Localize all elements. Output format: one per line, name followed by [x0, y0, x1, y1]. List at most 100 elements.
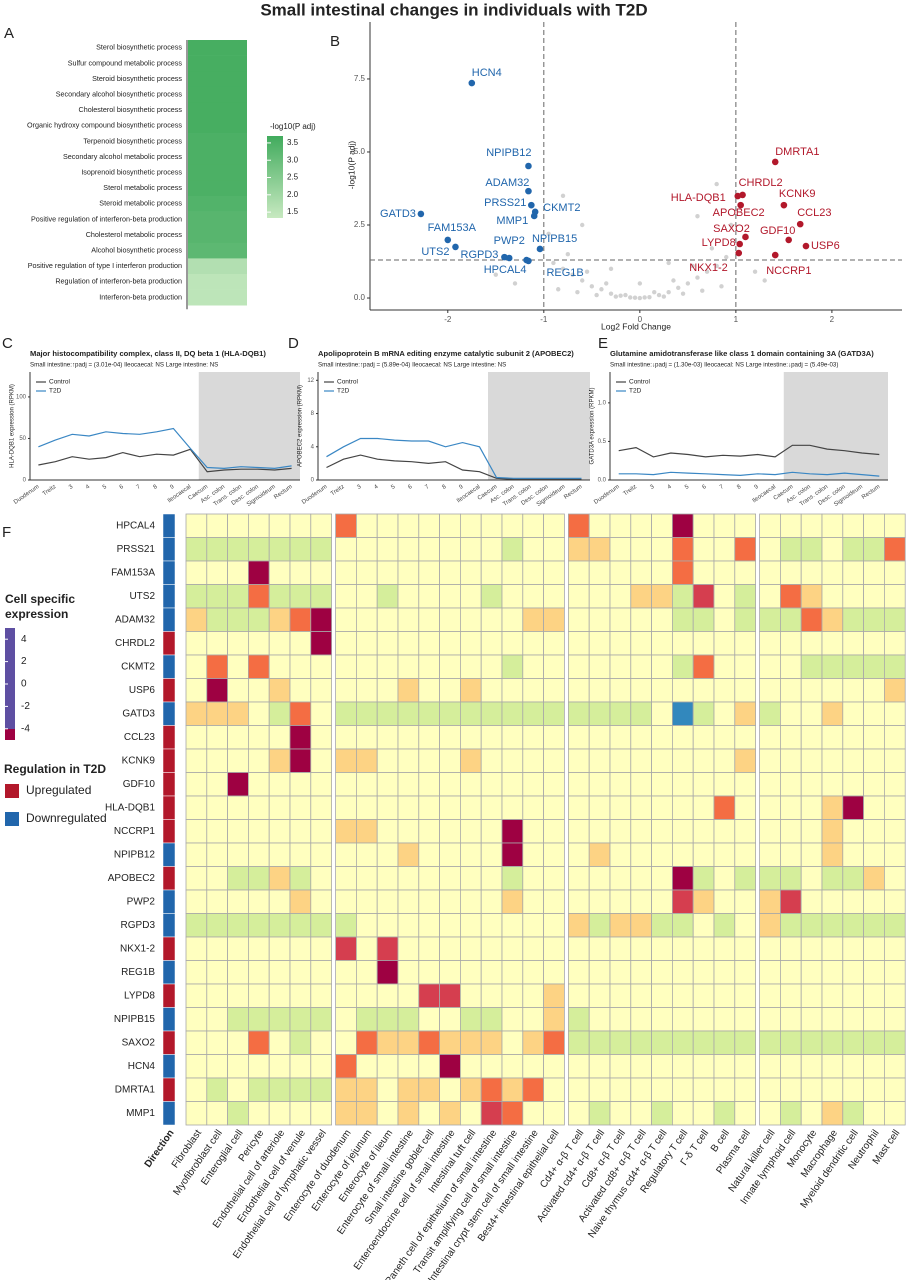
heatmap-cell	[376, 795, 399, 820]
heatmap-cell	[630, 631, 652, 656]
y-axis-label: HLA-DQB1 expression (RPKM)	[10, 384, 16, 468]
heatmap-cell	[289, 701, 312, 726]
heatmap-cell	[692, 748, 715, 773]
category-label: Organic hydroxy compound biosynthetic pr…	[27, 121, 182, 130]
heatmap-cell	[439, 913, 461, 938]
heatmap-cell	[713, 842, 736, 867]
heatmap-cell	[692, 772, 715, 797]
direction-cell	[162, 560, 176, 585]
heatmap-cell	[692, 866, 715, 891]
heatmap-cell	[800, 913, 823, 938]
background-point	[709, 246, 715, 251]
background-point	[700, 288, 705, 293]
heatmap-cell	[884, 795, 906, 820]
background-point	[666, 289, 671, 295]
heatmap-cell	[842, 960, 864, 985]
heatmap-cell	[884, 842, 906, 867]
heatmap-cell	[335, 772, 357, 797]
heatmap-cell	[734, 654, 756, 679]
heatmap-cell	[227, 513, 249, 538]
heatmap-cell	[713, 1030, 736, 1055]
heatmap-cell	[842, 631, 864, 656]
x-tick-label: 3	[68, 484, 75, 491]
heatmap-cell	[842, 1101, 864, 1126]
heatmap-cell	[780, 725, 802, 750]
heatmap-cell	[247, 631, 270, 656]
heatmap-cell	[439, 701, 461, 726]
heatmap-cell	[376, 607, 399, 632]
heatmap-cell	[713, 513, 736, 538]
heatmap-cell	[206, 795, 229, 820]
heatmap-cell	[734, 842, 756, 867]
heatmap-cell	[609, 631, 632, 656]
heatmap-cell	[609, 678, 632, 703]
heatmap-cell	[588, 772, 611, 797]
heatmap-cell	[522, 1054, 544, 1079]
heatmap-cell	[439, 560, 461, 585]
heatmap-cell	[863, 560, 885, 585]
heatmap-cell	[588, 1030, 611, 1055]
heatmap-cell	[588, 936, 611, 961]
heatmap-cell	[692, 1101, 715, 1126]
background-point	[594, 292, 599, 298]
tile	[188, 149, 247, 166]
heatmap-cell	[609, 654, 632, 679]
legend-swatch	[5, 812, 19, 826]
heatmap-cell	[522, 1077, 544, 1102]
heatmap-cell	[692, 936, 715, 961]
heatmap-cell	[418, 701, 440, 726]
colorbar-tick-label: 3.5	[287, 138, 299, 147]
heatmap-cell	[522, 701, 544, 726]
heatmap-cell	[418, 983, 440, 1008]
heatmap-cell	[418, 913, 440, 938]
heatmap-cell	[630, 1054, 652, 1079]
heatmap-cell	[501, 607, 524, 632]
heatmap-cell	[780, 1054, 802, 1079]
heatmap-cell	[543, 1054, 565, 1079]
heatmap-cell	[692, 701, 715, 726]
heatmap-cell	[543, 560, 565, 585]
heatmap-cell	[842, 819, 864, 844]
heatmap-cell	[842, 725, 864, 750]
heatmap-cell	[397, 936, 420, 961]
heatmap-cell	[759, 1054, 781, 1079]
heatmap-cell	[480, 1030, 503, 1055]
heatmap-cell	[355, 866, 378, 891]
x-tick-label: 9	[458, 484, 465, 491]
heatmap-cell	[335, 701, 357, 726]
heatmap-cell	[734, 537, 756, 562]
heatmap-cell	[672, 842, 694, 867]
heatmap-cell	[397, 960, 420, 985]
heatmap-cell	[247, 654, 270, 679]
heatmap-cell	[713, 936, 736, 961]
heatmap-cell	[480, 631, 503, 656]
panel-subtitle: Small intestine:↓padj = (1.30e-03) Ileoc…	[610, 362, 838, 369]
heatmap-cell	[439, 654, 461, 679]
heatmap-cell	[884, 936, 906, 961]
heatmap-cell	[842, 889, 864, 914]
heatmap-cell	[206, 748, 229, 773]
heatmap-cell	[459, 819, 482, 844]
heatmap-cell	[376, 1007, 399, 1032]
heatmap-cell	[185, 678, 208, 703]
heatmap-cell	[397, 842, 420, 867]
heatmap-cell	[439, 631, 461, 656]
heatmap-cell	[268, 1101, 291, 1126]
y-tick-label: 8	[311, 411, 315, 417]
heatmap-cell	[780, 866, 802, 891]
heatmap-cell	[821, 513, 844, 538]
heatmap-cell	[310, 513, 332, 538]
heatmap-cell	[376, 537, 399, 562]
heatmap-cell	[355, 701, 378, 726]
direction-cell	[162, 889, 176, 914]
heatmap-cell	[630, 513, 652, 538]
heatmap-cell	[335, 913, 357, 938]
heatmap-cell	[335, 889, 357, 914]
background-point	[690, 263, 695, 269]
heatmap-cell	[651, 819, 673, 844]
heatmap-cell	[630, 725, 652, 750]
heatmap-cell	[247, 725, 270, 750]
gene-label: HLA-DQB1	[671, 192, 726, 204]
panel-letter: B	[330, 33, 340, 50]
heatmap-cell	[227, 1007, 249, 1032]
